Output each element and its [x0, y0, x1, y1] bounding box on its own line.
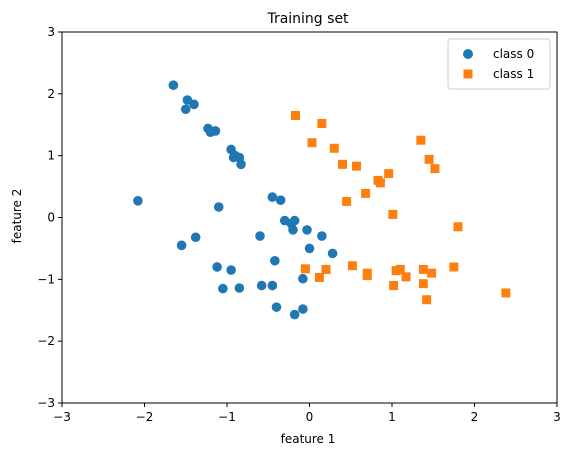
- data-point-class-1: [317, 119, 327, 129]
- data-point-class-1: [430, 164, 440, 174]
- data-point-class-1: [418, 264, 428, 274]
- y-tick-label: 2: [47, 87, 55, 101]
- data-point-class-0: [327, 248, 338, 259]
- data-point-class-0: [298, 273, 308, 284]
- data-point-class-0: [226, 265, 236, 275]
- data-point-class-1: [501, 288, 511, 298]
- x-tick-label: 3: [553, 410, 561, 424]
- y-tick-label: −2: [37, 334, 55, 348]
- data-point-class-1: [300, 264, 310, 274]
- x-axis-label: feature 1: [281, 432, 336, 446]
- data-point-class-1: [362, 271, 372, 281]
- data-point-class-0: [180, 104, 191, 115]
- data-point-class-1: [307, 138, 317, 148]
- legend-marker-class-0: [463, 49, 473, 59]
- data-point-class-0: [256, 280, 267, 291]
- data-point-class-0: [168, 80, 179, 90]
- data-point-class-0: [304, 243, 315, 254]
- y-tick-label: −1: [37, 272, 55, 286]
- data-point-class-1: [342, 196, 352, 206]
- data-point-class-1: [361, 188, 371, 198]
- legend: class 0 class 1: [447, 38, 551, 90]
- data-point-class-0: [270, 255, 280, 266]
- data-point-class-1: [314, 272, 324, 282]
- data-point-class-1: [389, 281, 399, 291]
- data-point-class-1: [375, 178, 385, 188]
- legend-marker-class-1: [463, 69, 473, 79]
- data-point-class-1: [384, 169, 394, 179]
- data-point-class-0: [275, 195, 286, 205]
- chart-title: Training set: [266, 11, 349, 27]
- legend-label-class-0: class 0: [493, 47, 534, 61]
- data-point-class-0: [289, 309, 300, 320]
- data-point-class-0: [236, 159, 246, 170]
- data-point-class-1: [453, 222, 463, 232]
- y-tick-label: −3: [37, 396, 55, 410]
- data-point-class-1: [395, 264, 405, 274]
- data-point-class-1: [338, 159, 347, 169]
- data-point-class-0: [234, 283, 245, 293]
- legend-box: [447, 38, 551, 90]
- data-point-class-1: [329, 143, 339, 153]
- data-point-class-0: [267, 280, 278, 291]
- data-point-class-0: [289, 215, 300, 226]
- data-point-class-1: [449, 262, 459, 272]
- data-point-class-1: [347, 261, 357, 271]
- data-point-class-0: [288, 225, 298, 235]
- data-point-class-1: [352, 161, 362, 171]
- data-point-class-0: [271, 302, 282, 312]
- data-point-class-0: [190, 232, 201, 243]
- data-point-class-1: [401, 272, 411, 282]
- data-point-class-0: [267, 192, 278, 202]
- data-point-class-1: [416, 135, 426, 145]
- data-point-class-1: [388, 209, 398, 219]
- data-point-class-0: [255, 231, 265, 241]
- data-point-class-1: [290, 110, 300, 120]
- legend-label-class-1: class 1: [493, 67, 534, 81]
- y-tick-label: 0: [47, 211, 55, 225]
- data-point-class-1: [424, 154, 434, 164]
- x-tick-label: 1: [388, 410, 396, 424]
- data-point-class-0: [213, 202, 224, 212]
- data-point-class-0: [133, 196, 143, 206]
- data-point-class-1: [427, 268, 437, 278]
- y-axis-label: feature 2: [10, 189, 24, 244]
- data-point-class-0: [218, 283, 228, 294]
- x-tick-label: −2: [136, 410, 154, 424]
- data-point-class-0: [176, 240, 187, 251]
- data-point-class-1: [418, 279, 428, 289]
- data-point-class-0: [189, 99, 199, 110]
- x-tick-label: 0: [306, 410, 314, 424]
- data-point-class-0: [212, 262, 222, 272]
- data-point-class-0: [298, 304, 308, 314]
- x-tick-label: 2: [471, 410, 479, 424]
- data-point-class-0: [210, 126, 221, 136]
- data-point-class-0: [317, 231, 327, 241]
- y-axis-ticks: −3 −2 −1 0 1 2 3: [37, 25, 62, 410]
- data-point-class-1: [321, 264, 331, 274]
- data-point-class-1: [422, 295, 432, 305]
- data-points: [133, 80, 511, 320]
- y-tick-label: 1: [47, 149, 55, 163]
- x-tick-label: −3: [53, 410, 71, 424]
- y-tick-label: 3: [47, 25, 55, 39]
- x-axis-ticks: −3 −2 −1 0 1 2 3: [53, 403, 561, 424]
- x-tick-label: −1: [218, 410, 236, 424]
- data-point-class-0: [302, 225, 312, 235]
